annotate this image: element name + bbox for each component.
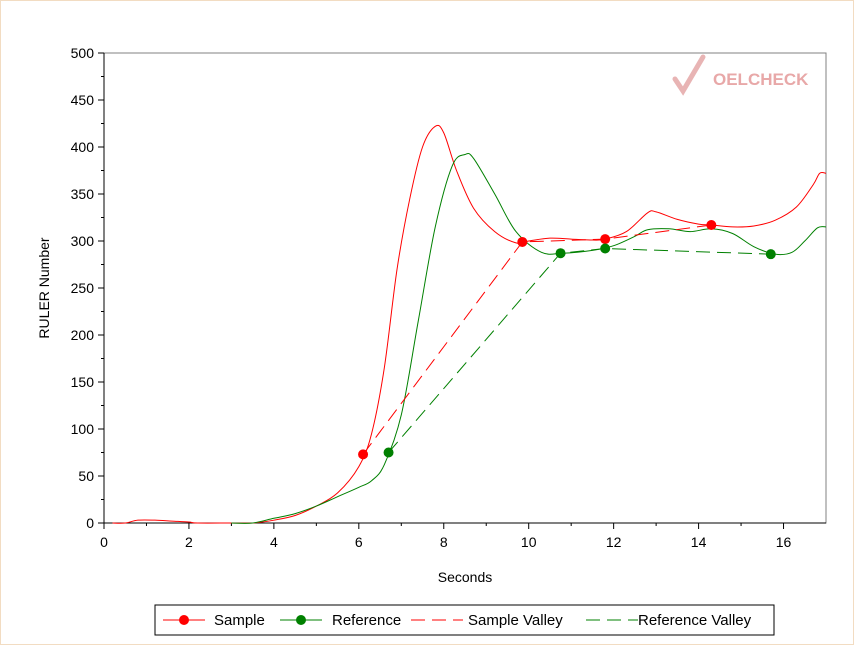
- watermark-logo: OELCHECK: [672, 54, 809, 96]
- y-tick-label: 100: [71, 421, 95, 437]
- marker-reference: [600, 243, 611, 254]
- legend-item-sample: Sample: [163, 612, 265, 629]
- marker-sample: [600, 234, 611, 245]
- y-tick-label: 500: [71, 45, 95, 61]
- y-tick-label: 450: [71, 92, 95, 108]
- marker-layer: [358, 220, 776, 460]
- x-tick-label: 8: [440, 534, 448, 550]
- x-tick-label: 12: [606, 534, 622, 550]
- x-tick-label: 0: [100, 534, 108, 550]
- watermark-text: OELCHECK: [713, 70, 809, 89]
- y-tick-label: 150: [71, 374, 95, 390]
- y-tick-label: 400: [71, 139, 95, 155]
- marker-reference: [383, 447, 394, 458]
- legend-item-reference-valley: Reference Valley: [586, 612, 752, 629]
- legend-marker: [296, 615, 306, 625]
- legend-marker: [179, 615, 189, 625]
- y-tick-label: 0: [86, 515, 94, 531]
- y-tick-label: 300: [71, 233, 95, 249]
- marker-reference: [765, 249, 776, 260]
- checkmark-icon: [672, 54, 706, 96]
- legend-item-reference: Reference: [280, 612, 401, 629]
- y-tick-label: 200: [71, 327, 95, 343]
- series-line-reference-valley: [388, 248, 771, 453]
- x-tick-label: 16: [776, 534, 792, 550]
- x-tick-label: 4: [270, 534, 278, 550]
- axes: 0 50 100 150 200 250 300 350 400 450 500 0 2 4 6 8 10 12 1…: [71, 45, 826, 550]
- legend: Sample Reference Sample Valley Reference Va…: [154, 604, 775, 636]
- x-tick-label: 10: [521, 534, 537, 550]
- legend-item-sample-valley: Sample Valley: [411, 612, 563, 629]
- marker-sample: [517, 236, 528, 247]
- y-tick-label: 250: [71, 280, 95, 296]
- plot-background: [103, 52, 827, 524]
- x-tick-label: 2: [185, 534, 193, 550]
- x-tick-label: 6: [355, 534, 363, 550]
- legend-box: [154, 604, 775, 636]
- plot-area: [103, 52, 827, 524]
- legend-label: Reference: [332, 612, 401, 629]
- x-tick-label: 14: [691, 534, 707, 550]
- y-tick-label: 50: [78, 468, 94, 484]
- series-line-reference: [231, 152, 827, 524]
- legend-label: Sample: [214, 612, 265, 629]
- x-axis-title: Seconds: [438, 569, 492, 585]
- marker-sample: [706, 220, 717, 231]
- marker-sample: [358, 449, 369, 460]
- legend-label: Reference Valley: [638, 612, 752, 629]
- y-tick-label: 350: [71, 186, 95, 202]
- legend-label: Sample Valley: [468, 612, 563, 629]
- y-axis-title: RULER Number: [36, 237, 52, 338]
- marker-reference: [555, 248, 566, 259]
- series-line-sample-valley: [362, 224, 712, 455]
